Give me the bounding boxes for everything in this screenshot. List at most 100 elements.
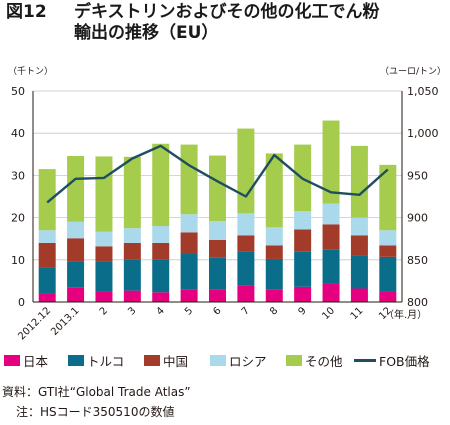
bar-segment bbox=[67, 155, 85, 222]
y-tick-label-right: 1,050 bbox=[407, 85, 439, 98]
legend-item-fob-price: FOB価格 bbox=[354, 351, 430, 369]
bar-segment bbox=[209, 220, 226, 240]
legend-label-japan: 日本 bbox=[23, 353, 49, 369]
x-axis-unit: （年.月） bbox=[384, 308, 427, 321]
legend-swatch-russia bbox=[210, 354, 226, 366]
bar-segment bbox=[95, 291, 113, 302]
legend-label-china: 中国 bbox=[163, 353, 189, 369]
y-tick-label-left: 10 bbox=[11, 254, 25, 267]
bar-segment bbox=[237, 128, 255, 214]
stacked-bar-chart: 0 10 20 30 40 50 800 850 900 950 1,000 1,050 （千トン） （ユ… bbox=[8, 66, 446, 342]
legend-swatch-turkey bbox=[68, 354, 84, 366]
bar-segment bbox=[180, 289, 198, 302]
bar-segment bbox=[265, 258, 283, 290]
bar-segment bbox=[209, 155, 226, 221]
bar-segment bbox=[379, 245, 397, 257]
x-tick-label: 7 bbox=[240, 305, 252, 317]
legend-swatch-others bbox=[286, 354, 302, 366]
bar-segment bbox=[379, 291, 397, 302]
y-tick-label-right: 900 bbox=[407, 212, 428, 225]
x-tick-label: 4 bbox=[155, 305, 167, 317]
y-tick-label-left: 30 bbox=[11, 169, 25, 182]
bar-segment bbox=[152, 143, 170, 227]
bar-segment bbox=[38, 293, 56, 302]
bar-segment bbox=[237, 235, 255, 252]
bar-segment bbox=[38, 169, 56, 231]
bar-segment bbox=[379, 230, 397, 246]
title-line-2: 輸出の推移（EU） bbox=[74, 23, 219, 43]
bar-segment bbox=[294, 211, 312, 230]
bar-segment bbox=[180, 214, 198, 233]
bar-segment bbox=[209, 239, 226, 258]
legend-item-turkey: トルコ bbox=[68, 351, 124, 369]
y-tick-label-right: 850 bbox=[407, 254, 428, 267]
bar-segment bbox=[123, 259, 141, 291]
x-tick-label: 10 bbox=[320, 305, 337, 322]
bar-segment bbox=[350, 145, 368, 218]
bar-segment bbox=[322, 224, 340, 250]
bar-segment bbox=[152, 242, 170, 260]
y-tick-label-left: 20 bbox=[11, 212, 25, 225]
bar-segment bbox=[265, 153, 283, 228]
bar-segment bbox=[67, 221, 85, 239]
bar-segment bbox=[180, 232, 198, 254]
title-line-1: デキストリンおよびその他の化工でん粉 bbox=[74, 2, 380, 22]
legend-item-others: その他 bbox=[286, 351, 343, 369]
bar-segment bbox=[67, 287, 85, 302]
y-tick-label-right: 950 bbox=[407, 169, 428, 182]
bar-segment bbox=[38, 230, 56, 243]
legend-label-others: その他 bbox=[305, 353, 343, 369]
fob-price-line bbox=[46, 144, 389, 204]
legend-label-russia: ロシア bbox=[229, 353, 267, 369]
x-tick-label: 8 bbox=[268, 305, 280, 317]
y-tick-label-left: 40 bbox=[11, 127, 25, 140]
bar-segment bbox=[322, 283, 340, 302]
bar-segment bbox=[294, 286, 312, 302]
legend-item-china: 中国 bbox=[144, 351, 188, 369]
note-text: 注：HSコード350510の数値 bbox=[16, 405, 175, 419]
bar-segment bbox=[209, 257, 226, 290]
x-tick-label: 9 bbox=[296, 305, 308, 317]
bar-segment bbox=[322, 203, 340, 225]
x-tick-label: 5 bbox=[183, 305, 195, 317]
bar-segment bbox=[379, 256, 397, 292]
legend-label-turkey: トルコ bbox=[87, 353, 125, 369]
bar-segment bbox=[152, 226, 170, 243]
legend-swatch-japan bbox=[4, 354, 20, 366]
bar-segment bbox=[265, 227, 283, 246]
bar-segment bbox=[322, 249, 340, 284]
bar-segment bbox=[180, 144, 198, 215]
bar-segment bbox=[123, 290, 141, 302]
bar-segment bbox=[67, 261, 85, 288]
bar-segment bbox=[123, 242, 141, 260]
figure-number: 図12 bbox=[6, 2, 47, 22]
bar-segment bbox=[95, 156, 113, 232]
x-tick-label: 3 bbox=[126, 305, 138, 317]
y-tick-label-right: 1,000 bbox=[407, 127, 439, 140]
legend-item-japan: 日本 bbox=[4, 351, 48, 369]
bar-segment bbox=[123, 156, 141, 229]
bar-segment bbox=[123, 228, 141, 243]
bar-segment bbox=[265, 289, 283, 302]
bar-segment bbox=[152, 292, 170, 302]
bar-segment bbox=[350, 235, 368, 256]
bar-segment bbox=[237, 213, 255, 236]
bar-segment bbox=[237, 251, 255, 286]
source-notes: 資料：GTI社“Global Trade Atlas” 注：HSコード35051… bbox=[2, 382, 191, 422]
bar-segment bbox=[350, 217, 368, 236]
y-tick-label-left: 50 bbox=[11, 85, 25, 98]
legend-label-fob-price: FOB価格 bbox=[379, 353, 430, 369]
bar-segment bbox=[67, 238, 85, 262]
x-tick-label: 2 bbox=[98, 305, 110, 317]
bar-segment bbox=[209, 289, 226, 302]
bar-segment bbox=[322, 120, 340, 204]
chart-title: 図12 デキストリンおよびその他の化工でん粉 輸出の推移（EU） bbox=[6, 2, 380, 44]
bar-segment bbox=[350, 288, 368, 302]
y-tick-label-right: 800 bbox=[407, 296, 428, 309]
x-tick-label: 11 bbox=[349, 305, 366, 322]
right-axis-unit: （ユーロ/トン） bbox=[380, 66, 446, 77]
bar-segment bbox=[265, 245, 283, 259]
left-axis-unit: （千トン） bbox=[8, 66, 53, 77]
bar-segment bbox=[38, 267, 56, 294]
bar-segment bbox=[152, 259, 170, 293]
